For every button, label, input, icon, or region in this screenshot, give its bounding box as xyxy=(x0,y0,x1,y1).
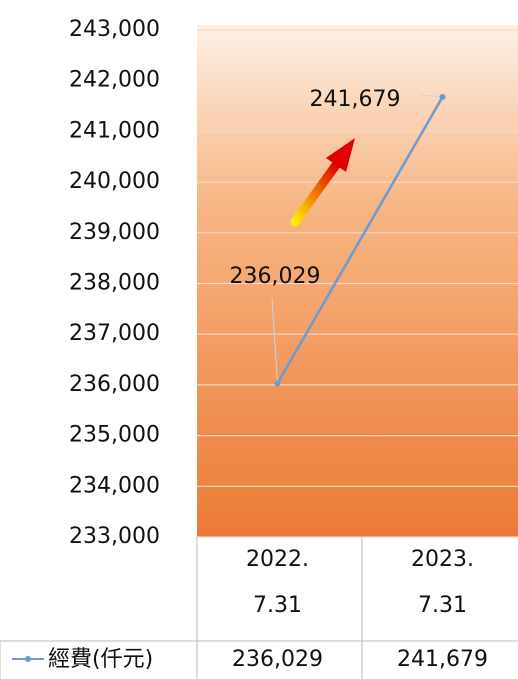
legend-key xyxy=(12,656,44,662)
point xyxy=(274,380,281,387)
legend-label: 經費(仟元) xyxy=(48,647,153,672)
y-tick-label: 234,000 xyxy=(69,473,160,498)
y-tick-label: 238,000 xyxy=(69,271,160,296)
table-value: 241,679 xyxy=(397,647,488,672)
y-tick-label: 239,000 xyxy=(69,220,160,245)
y-tick-label: 242,000 xyxy=(69,68,160,93)
point xyxy=(439,93,446,100)
series-line xyxy=(276,96,444,385)
plot-area xyxy=(197,25,518,537)
y-tick-label: 241,000 xyxy=(69,118,160,143)
y-tick-label: 236,000 xyxy=(69,372,160,397)
data-table xyxy=(0,537,518,679)
data-label: 241,679 xyxy=(310,87,401,112)
y-tick-label: 237,000 xyxy=(69,321,160,346)
leader-line xyxy=(419,94,443,98)
y-tick-label: 243,000 xyxy=(69,17,160,42)
table-value: 236,029 xyxy=(232,647,323,672)
x-tick-label: 2023. 7.31 xyxy=(411,547,474,618)
y-tick-label: 235,000 xyxy=(69,423,160,448)
leader-line xyxy=(271,297,278,384)
data-label: 236,029 xyxy=(230,264,321,289)
y-tick-label: 233,000 xyxy=(69,524,160,549)
y-tick-label: 240,000 xyxy=(69,169,160,194)
x-tick-label: 2022. 7.31 xyxy=(246,547,309,618)
trend-arrow xyxy=(290,138,355,227)
